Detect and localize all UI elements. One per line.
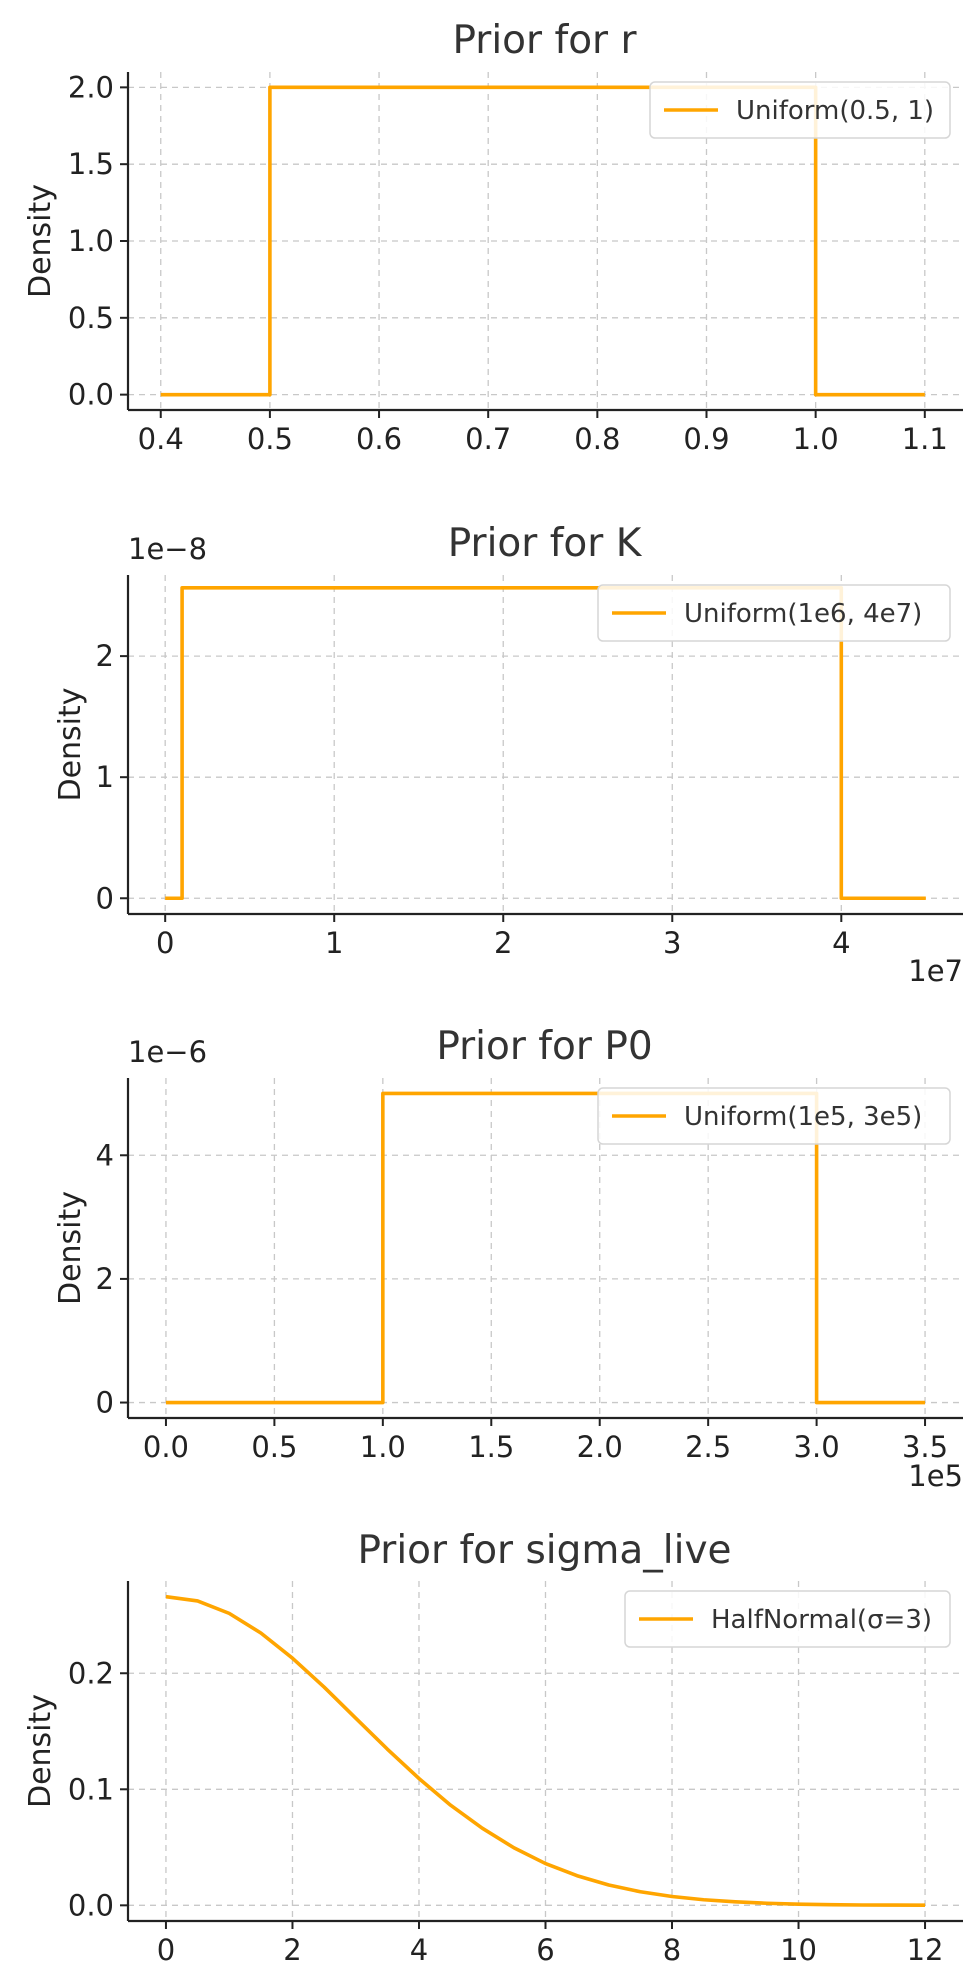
x-tick-label: 1.5 bbox=[468, 1430, 514, 1464]
x-tick-label: 0 bbox=[157, 1933, 175, 1967]
y-tick-label: 0.0 bbox=[68, 378, 114, 412]
y-tick-label: 0.2 bbox=[68, 1656, 114, 1690]
legend-label: Uniform(1e6, 4e7) bbox=[684, 599, 922, 629]
x-tick-label: 1.0 bbox=[360, 1430, 406, 1464]
x-tick-label: 6 bbox=[536, 1933, 554, 1967]
chart-title: Prior for r bbox=[452, 18, 637, 63]
legend-box bbox=[597, 584, 951, 642]
y-axis-label: Density bbox=[23, 184, 58, 298]
x-tick-label: 1.1 bbox=[902, 422, 948, 456]
chart-panel-4: 0 2 4 6 8 10 12 0.0 0.1 0.2 Prior for sigma_live De… bbox=[23, 1528, 963, 1967]
chart-panel-2: 0 1 2 3 4 0 1 2 Prior for K Density 1e−8 1e7 Uniform… bbox=[53, 521, 963, 988]
y-tick-label: 0 bbox=[96, 1386, 114, 1420]
y-axis-label: Density bbox=[23, 1694, 58, 1808]
x-tick-label: 8 bbox=[663, 1933, 681, 1967]
chart-title: Prior for sigma_live bbox=[357, 1528, 731, 1573]
chart-panel-3: 0.0 0.5 1.0 1.5 2.0 2.5 3.0 3.5 0 2 4 Prior for P0 D… bbox=[53, 1024, 963, 1493]
x-tick-label: 1 bbox=[325, 926, 343, 960]
x-tick-label: 3.0 bbox=[794, 1430, 840, 1464]
x-tick-label: 0.5 bbox=[251, 1430, 297, 1464]
x-tick-label: 0.6 bbox=[356, 422, 402, 456]
x-tick-label: 0.7 bbox=[465, 422, 511, 456]
series-line-1 bbox=[165, 586, 926, 901]
y-tick-label: 0.1 bbox=[68, 1772, 114, 1806]
y-tick-label: 1 bbox=[96, 760, 114, 794]
x-tick-label: 0 bbox=[156, 926, 174, 960]
x-tick-label: 0.4 bbox=[138, 422, 184, 456]
legend-label: Uniform(1e5, 3e5) bbox=[684, 1102, 922, 1132]
y-offset-label: 1e−8 bbox=[128, 532, 207, 566]
x-offset-label: 1e5 bbox=[908, 1459, 963, 1493]
legend-label: Uniform(0.5, 1) bbox=[736, 96, 934, 126]
y-tick-label: 0.5 bbox=[68, 301, 114, 335]
chart-title: Prior for K bbox=[448, 521, 643, 566]
legend-box bbox=[649, 81, 951, 139]
legend-box bbox=[624, 1590, 951, 1648]
x-offset-label: 1e7 bbox=[908, 954, 963, 988]
x-tick-label: 3.5 bbox=[902, 1430, 948, 1464]
legend: HalfNormal(σ=3) bbox=[624, 1590, 951, 1648]
legend: Uniform(1e6, 4e7) bbox=[597, 584, 951, 642]
y-tick-label: 4 bbox=[96, 1138, 114, 1172]
chart-panel-1: 0.4 0.5 0.6 0.7 0.8 0.9 1.0 1.1 0.0 0.5 1.0 1.5 2.0 P… bbox=[23, 18, 963, 456]
x-tick-label: 2 bbox=[494, 926, 512, 960]
y-tick-label: 2.0 bbox=[68, 70, 114, 104]
series-line-1 bbox=[160, 85, 925, 397]
x-tick-label: 0.0 bbox=[143, 1430, 189, 1464]
y-offset-label: 1e−6 bbox=[128, 1035, 207, 1069]
y-tick-label: 0 bbox=[96, 881, 114, 915]
y-tick-label: 2 bbox=[96, 639, 114, 673]
y-axis-label: Density bbox=[53, 1191, 88, 1305]
x-tick-label: 3 bbox=[663, 926, 681, 960]
y-axis-label: Density bbox=[53, 687, 88, 801]
legend: Uniform(1e5, 3e5) bbox=[597, 1087, 951, 1145]
legend-box bbox=[597, 1087, 951, 1145]
series-line-1 bbox=[165, 1594, 926, 1908]
x-tick-label: 0.8 bbox=[574, 422, 620, 456]
legend-label: HalfNormal(σ=3) bbox=[711, 1605, 932, 1635]
x-tick-label: 12 bbox=[907, 1933, 944, 1967]
chart-title: Prior for P0 bbox=[436, 1024, 652, 1069]
x-tick-label: 2 bbox=[283, 1933, 301, 1967]
x-tick-label: 10 bbox=[780, 1933, 817, 1967]
x-tick-label: 2.5 bbox=[685, 1430, 731, 1464]
y-tick-label: 1.5 bbox=[68, 147, 114, 181]
x-tick-label: 0.9 bbox=[683, 422, 729, 456]
legend: Uniform(0.5, 1) bbox=[649, 81, 951, 139]
y-tick-label: 1.0 bbox=[68, 224, 114, 258]
y-tick-label: 2 bbox=[96, 1262, 114, 1296]
x-tick-label: 2.0 bbox=[577, 1430, 623, 1464]
y-tick-label: 0.0 bbox=[68, 1888, 114, 1922]
x-tick-label: 0.5 bbox=[247, 422, 293, 456]
x-tick-label: 1.0 bbox=[793, 422, 839, 456]
x-tick-label: 4 bbox=[410, 1933, 428, 1967]
x-tick-label: 4 bbox=[832, 926, 850, 960]
